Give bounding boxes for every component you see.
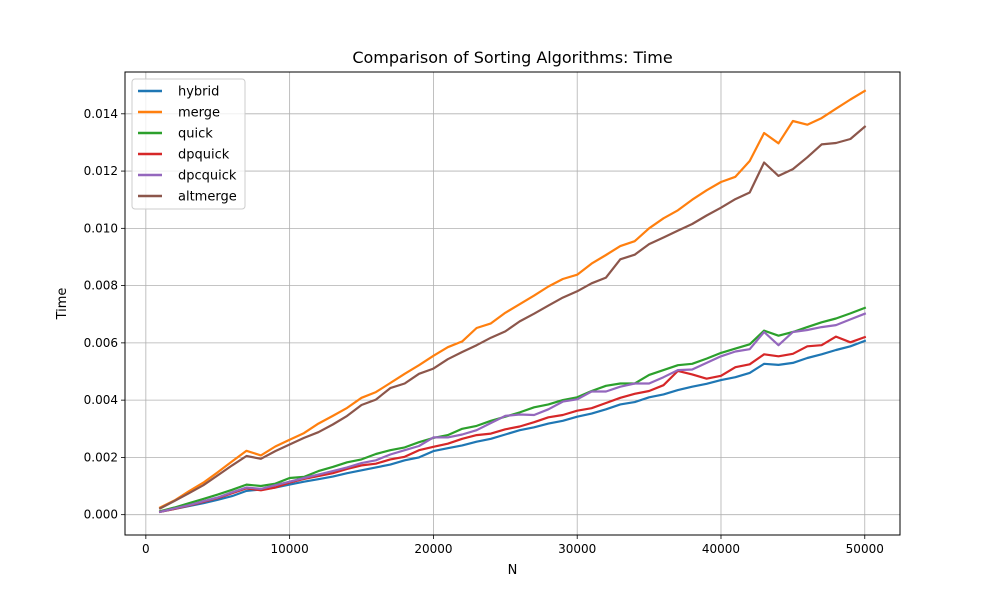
y-tick-label: 0.008 — [84, 279, 118, 293]
y-tick-label: 0.004 — [84, 393, 118, 407]
x-tick-label: 40000 — [702, 542, 740, 556]
y-tick-label: 0.006 — [84, 336, 118, 350]
legend-label-hybrid: hybrid — [178, 85, 219, 100]
axis-ticks: 0 10000 20000 30000 40000 50000 0.000 0.002 0.00… — [84, 107, 884, 556]
x-tick-label: 30000 — [558, 542, 596, 556]
series-line-merge — [158, 89, 867, 509]
grid — [125, 72, 900, 535]
x-tick-label: 50000 — [846, 542, 884, 556]
legend-label-quick: quick — [178, 127, 213, 142]
y-tick-label: 0.002 — [84, 450, 118, 464]
series-line-altmerge — [158, 125, 867, 510]
plot-frame — [124, 71, 901, 536]
x-tick-label: 20000 — [414, 542, 452, 556]
series-line-dpcquick — [158, 312, 867, 514]
legend-label-merge: merge — [178, 106, 220, 121]
legend-label-altmerge: altmerge — [178, 190, 237, 205]
legend-items: hybrid merge quick dpquick dpcquick altmerge — [138, 85, 237, 205]
y-tick-label: 0.014 — [84, 107, 118, 121]
series-lines — [158, 89, 867, 514]
legend-label-dpcquick: dpcquick — [178, 169, 237, 184]
y-tick-label: 0.012 — [84, 164, 118, 178]
legend-label-dpquick: dpquick — [178, 148, 230, 163]
y-axis-label: Time — [55, 288, 70, 321]
y-tick-label: 0.000 — [84, 508, 118, 522]
x-tick-label: 10000 — [271, 542, 309, 556]
series-line-dpquick — [158, 335, 867, 514]
y-tick-label: 0.010 — [84, 221, 118, 235]
chart-title: Comparison of Sorting Algorithms: Time — [352, 48, 672, 67]
x-tick-label: 0 — [142, 542, 150, 556]
legend: hybrid merge quick dpquick dpcquick altmerge — [131, 78, 246, 210]
x-axis-label: N — [508, 563, 518, 578]
